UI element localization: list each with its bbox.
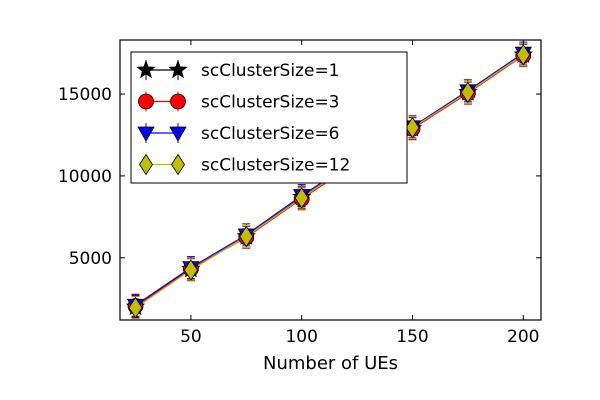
x-tick-label: 150 — [396, 327, 428, 347]
x-axis-label: Number of UEs — [263, 353, 398, 374]
legend-label: scClusterSize=3 — [201, 93, 340, 113]
data-point — [460, 81, 475, 104]
legend-marker — [138, 93, 154, 110]
data-point — [294, 187, 309, 209]
data-point — [516, 44, 531, 66]
legend-label: scClusterSize=12 — [201, 156, 350, 176]
legend-marker — [168, 59, 188, 79]
legend-label: scClusterSize=1 — [201, 61, 340, 81]
data-point — [183, 259, 198, 281]
plot-frame — [119, 39, 542, 321]
data-point — [405, 116, 420, 139]
legend-label: scClusterSize=6 — [201, 124, 340, 144]
data-point — [239, 225, 254, 248]
x-tick-label: 50 — [180, 327, 202, 347]
legend-marker — [137, 126, 155, 142]
legend: scClusterSize=1 scClusterSize=3 scClusterS… — [130, 51, 408, 184]
legend-marker — [169, 126, 187, 142]
y-tick-label: 15000 — [58, 85, 112, 105]
y-tick-label: 10000 — [58, 167, 112, 187]
y-tick-label: 5000 — [69, 249, 112, 269]
x-tick-label: 100 — [285, 327, 317, 347]
legend-marker — [171, 153, 185, 176]
legend-marker — [139, 153, 153, 176]
y-axis: 5000 10000 15000 — [58, 85, 541, 269]
x-axis: 50 100 150 200 — [180, 40, 540, 347]
legend-marker — [136, 59, 156, 79]
legend-marker — [170, 93, 186, 110]
data-point — [128, 296, 143, 319]
x-tick-label: 200 — [507, 327, 539, 347]
